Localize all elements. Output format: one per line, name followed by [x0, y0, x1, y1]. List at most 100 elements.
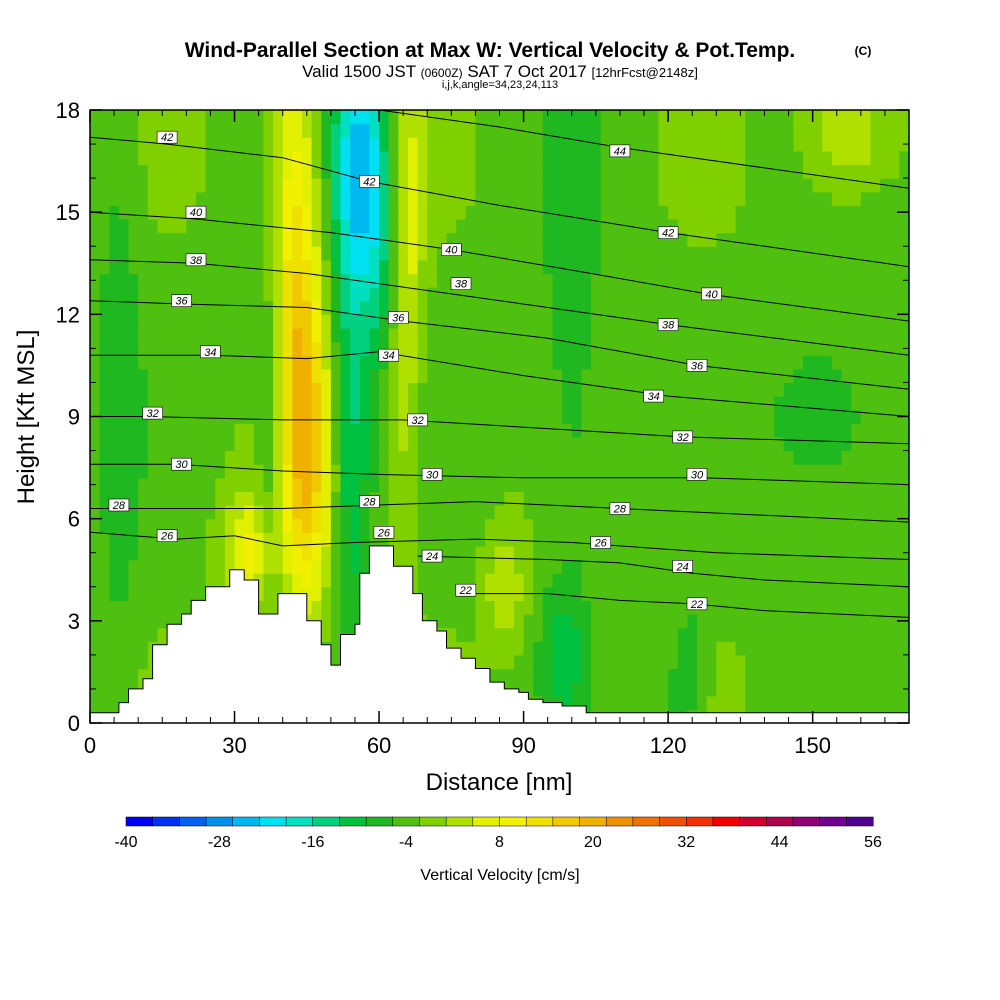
chart-params: i,j,k,angle=34,23,24,113: [442, 79, 558, 91]
w-cell: [889, 423, 900, 438]
w-cell: [99, 110, 110, 125]
w-cell: [167, 573, 178, 588]
w-cell: [282, 287, 293, 302]
w-cell: [330, 464, 342, 479]
w-cell: [485, 600, 496, 615]
w-cell: [860, 614, 872, 629]
w-cell: [812, 464, 823, 479]
w-cell: [205, 396, 216, 411]
w-cell: [754, 287, 766, 302]
w-cell: [600, 641, 611, 656]
w-cell: [668, 382, 679, 397]
w-cell: [629, 545, 640, 561]
w-cell: [870, 654, 881, 670]
y-tick-label: 12: [56, 302, 80, 327]
w-cell: [899, 314, 909, 329]
w-cell: [417, 178, 428, 193]
w-cell: [841, 287, 852, 302]
w-cell: [648, 695, 660, 710]
w-cell: [340, 423, 351, 438]
w-cell: [147, 218, 159, 234]
w-cell: [542, 137, 554, 152]
w-cell: [533, 668, 544, 683]
w-cell: [446, 232, 457, 247]
w-cell: [138, 573, 149, 588]
w-cell: [562, 450, 573, 465]
w-cell: [128, 532, 139, 547]
w-cell: [745, 614, 756, 629]
w-cell: [205, 355, 216, 370]
w-cell: [793, 259, 804, 275]
w-cell: [677, 695, 688, 710]
w-cell: [677, 396, 688, 411]
w-cell: [330, 654, 342, 670]
w-cell: [706, 573, 717, 588]
w-cell: [99, 423, 110, 438]
w-cell: [581, 205, 592, 220]
w-cell: [244, 464, 255, 479]
w-cell: [735, 586, 746, 601]
w-cell: [109, 314, 120, 329]
w-cell: [600, 273, 611, 288]
w-cell: [176, 300, 187, 315]
w-cell: [687, 273, 698, 288]
w-cell: [899, 573, 909, 588]
w-cell: [244, 518, 255, 533]
w-cell: [629, 355, 640, 370]
w-cell: [359, 505, 371, 520]
w-cell: [716, 409, 727, 424]
w-cell: [330, 355, 342, 370]
w-cell: [831, 164, 843, 179]
w-cell: [629, 314, 640, 329]
w-cell: [244, 477, 255, 493]
w-cell: [456, 164, 467, 179]
w-cell: [215, 232, 226, 247]
w-cell: [417, 246, 428, 261]
w-cell: [639, 695, 650, 710]
isentrope-label-text: 30: [426, 469, 439, 481]
w-cell: [841, 273, 852, 288]
w-cell: [851, 464, 862, 479]
isentrope-label: 30: [171, 457, 192, 471]
w-cell: [465, 137, 477, 152]
w-cell: [619, 259, 631, 275]
w-cell: [224, 396, 236, 411]
w-cell: [157, 477, 168, 493]
w-cell: [803, 341, 814, 356]
w-cell: [812, 600, 823, 615]
w-cell: [465, 518, 477, 533]
w-cell: [330, 614, 342, 629]
w-cell: [215, 409, 226, 424]
w-cell: [831, 137, 843, 152]
w-cell: [90, 600, 101, 615]
w-cell: [157, 178, 168, 193]
w-cell: [388, 464, 399, 479]
w-cell: [687, 218, 698, 234]
w-cell: [562, 327, 573, 343]
w-cell: [407, 110, 419, 125]
w-cell: [513, 464, 525, 479]
w-cell: [899, 150, 909, 166]
w-cell: [109, 164, 120, 179]
w-cell: [831, 532, 843, 547]
w-cell: [273, 246, 284, 261]
w-cell: [388, 150, 399, 166]
w-cell: [533, 150, 544, 166]
w-cell: [118, 559, 130, 574]
w-cell: [610, 232, 621, 247]
w-cell: [485, 327, 496, 343]
w-cell: [475, 327, 486, 343]
w-cell: [745, 341, 756, 356]
w-cell: [398, 382, 409, 397]
w-cell: [725, 341, 737, 356]
w-cell: [157, 314, 168, 329]
w-cell: [562, 314, 573, 329]
w-cell: [841, 110, 852, 125]
w-cell: [658, 464, 669, 479]
w-cell: [783, 573, 794, 588]
isentrope-label-text: 38: [190, 255, 203, 267]
w-cell: [639, 205, 650, 220]
w-cell: [263, 137, 274, 152]
w-cell: [581, 178, 592, 193]
